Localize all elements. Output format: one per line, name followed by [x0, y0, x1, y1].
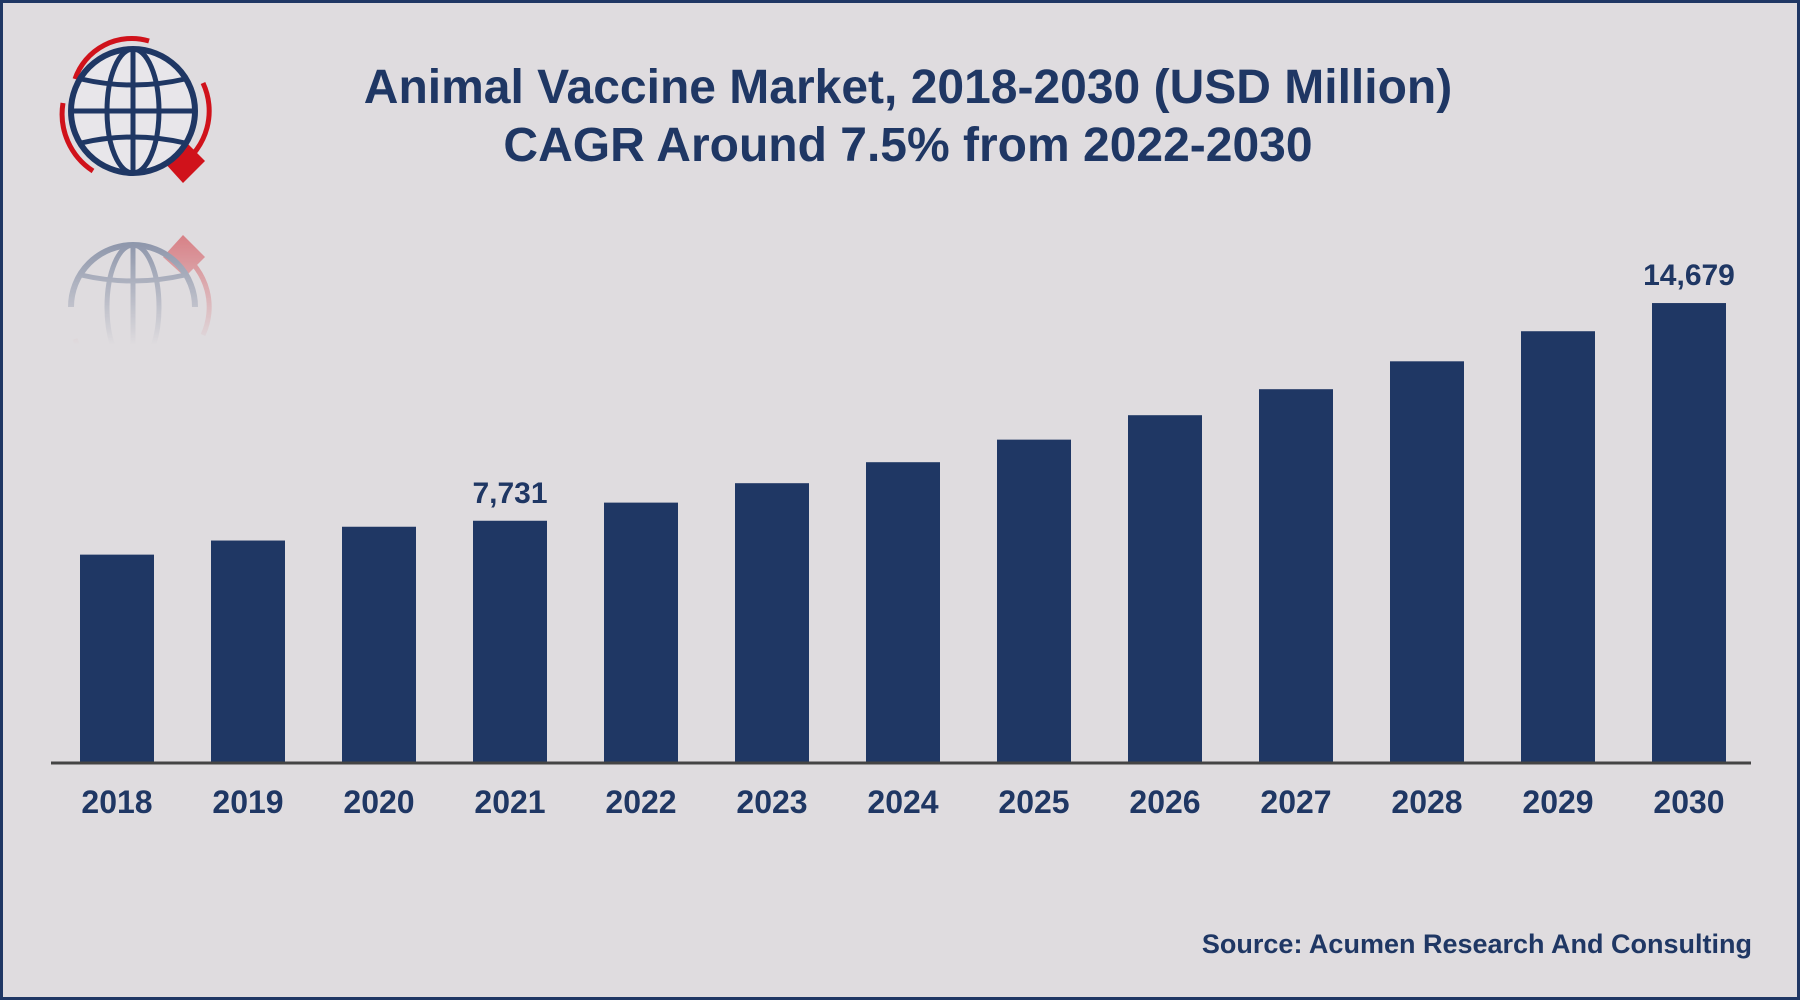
- bar-2029: [1521, 331, 1595, 763]
- x-tick-label-2026: 2026: [1129, 784, 1200, 820]
- bar-2018: [80, 554, 154, 763]
- bar-2030: [1652, 303, 1726, 763]
- x-tick-label-2024: 2024: [867, 784, 938, 820]
- globe-magnifier-logo-icon: [59, 35, 212, 183]
- chart-title: Animal Vaccine Market, 2018-2030 (USD Mi…: [153, 59, 1663, 175]
- logo-reflection-icon: [68, 235, 212, 345]
- x-tick-label-2027: 2027: [1260, 784, 1331, 820]
- x-tick-label-2019: 2019: [212, 784, 283, 820]
- bar-2027: [1259, 389, 1333, 763]
- bar-2025: [997, 439, 1071, 763]
- x-tick-label-2020: 2020: [343, 784, 414, 820]
- x-tick-label-2022: 2022: [605, 784, 676, 820]
- x-tick-label-2028: 2028: [1391, 784, 1462, 820]
- chart-title-line-2: CAGR Around 7.5% from 2022-2030: [503, 119, 1313, 172]
- bar-2021: [473, 520, 547, 763]
- x-tick-label-2018: 2018: [81, 784, 152, 820]
- bar-2023: [735, 483, 809, 763]
- bar-chart: 2018 2019 2020 2021 2022 2023 2024 2025 2026 2027…: [51, 259, 1751, 820]
- bar-2020: [342, 526, 416, 763]
- data-label-2021: 7,731: [472, 477, 547, 510]
- bar-2019: [211, 540, 285, 763]
- source-note: Source: Acumen Research And Consulting: [1201, 929, 1752, 959]
- data-label-2030: 14,679: [1643, 259, 1735, 292]
- bar-2024: [866, 462, 940, 763]
- x-tick-label-2029: 2029: [1522, 784, 1593, 820]
- logo-orbit-arc-top: [72, 35, 150, 80]
- bar-2022: [604, 502, 678, 763]
- bar-2028: [1390, 361, 1464, 763]
- x-tick-label-2023: 2023: [736, 784, 807, 820]
- x-tick-label-2030: 2030: [1653, 784, 1724, 820]
- x-tick-label-2021: 2021: [474, 784, 545, 820]
- logo-orbit-arc-left: [59, 102, 95, 174]
- chart-title-line-1: Animal Vaccine Market, 2018-2030 (USD Mi…: [363, 61, 1453, 114]
- bar-2026: [1128, 415, 1202, 763]
- x-tick-label-2025: 2025: [998, 784, 1069, 820]
